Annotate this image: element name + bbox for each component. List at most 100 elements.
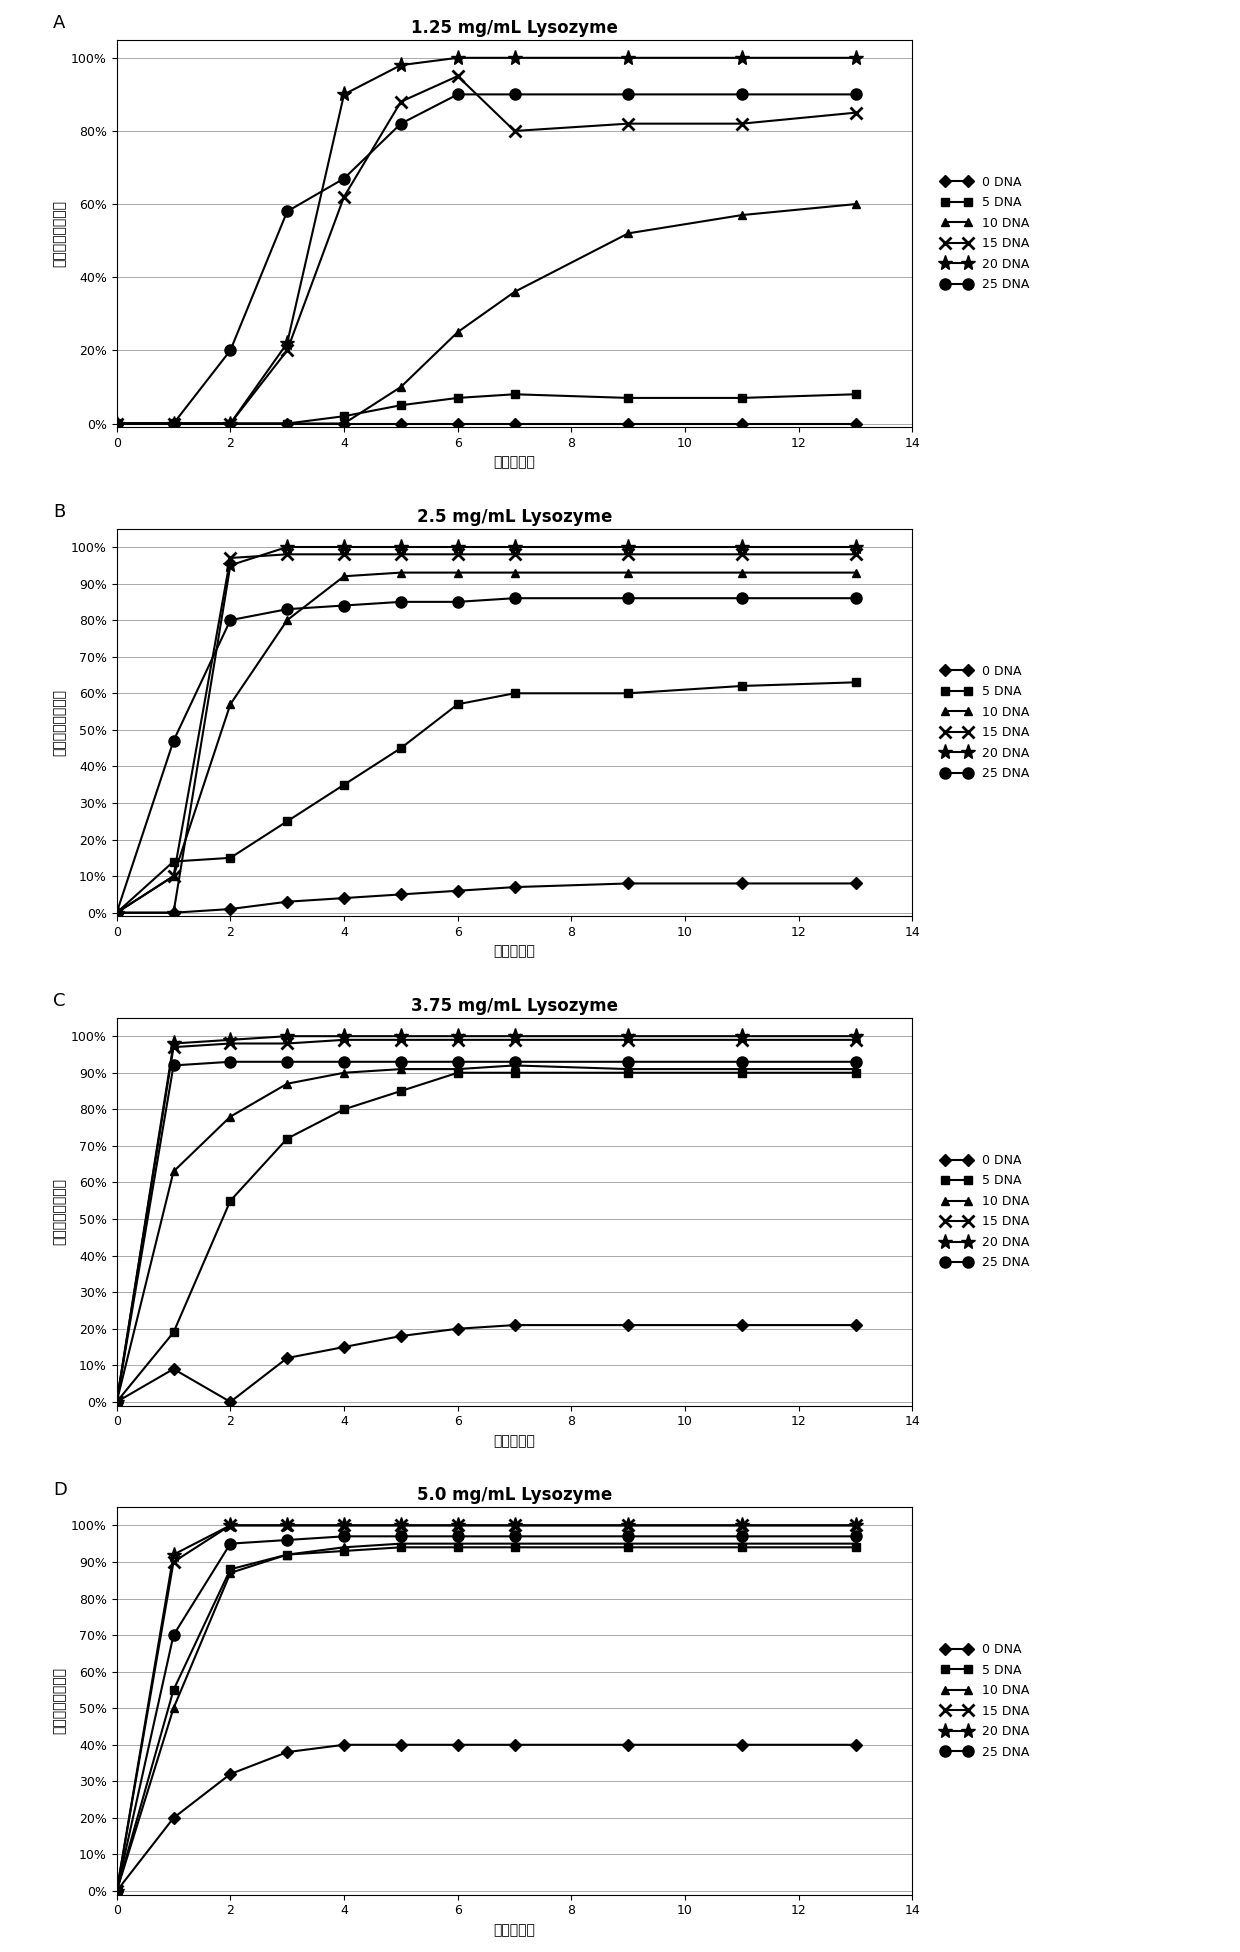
15 DNA xyxy=(223,1033,238,1056)
5 DNA xyxy=(336,773,351,796)
25 DNA xyxy=(621,1525,636,1548)
0 DNA xyxy=(336,1335,351,1359)
5 DNA xyxy=(734,386,749,410)
5 DNA xyxy=(109,1390,124,1413)
Line: 15 DNA: 15 DNA xyxy=(110,70,862,429)
20 DNA xyxy=(848,1025,863,1048)
20 DNA xyxy=(507,1513,522,1536)
20 DNA xyxy=(223,1029,238,1052)
10 DNA xyxy=(507,560,522,584)
25 DNA xyxy=(507,586,522,609)
10 DNA xyxy=(336,1062,351,1085)
0 DNA xyxy=(393,1323,408,1347)
5 DNA xyxy=(621,1536,636,1560)
0 DNA xyxy=(393,1733,408,1757)
25 DNA xyxy=(166,1624,181,1647)
15 DNA xyxy=(393,1513,408,1536)
X-axis label: 时间（天）: 时间（天） xyxy=(494,945,536,958)
10 DNA xyxy=(280,1542,295,1566)
Line: 0 DNA: 0 DNA xyxy=(113,1741,859,1895)
25 DNA xyxy=(223,609,238,632)
20 DNA xyxy=(848,535,863,558)
20 DNA xyxy=(507,47,522,70)
5 DNA xyxy=(109,902,124,925)
25 DNA xyxy=(109,1390,124,1413)
20 DNA xyxy=(734,535,749,558)
10 DNA xyxy=(280,1072,295,1095)
5 DNA xyxy=(336,1097,351,1120)
5 DNA xyxy=(280,810,295,834)
X-axis label: 时间（天）: 时间（天） xyxy=(494,1435,536,1448)
20 DNA xyxy=(393,53,408,76)
15 DNA xyxy=(280,543,295,566)
25 DNA xyxy=(223,1050,238,1074)
5 DNA xyxy=(166,849,181,873)
0 DNA xyxy=(109,412,124,435)
25 DNA xyxy=(223,338,238,361)
0 DNA xyxy=(621,412,636,435)
25 DNA xyxy=(280,1528,295,1552)
5 DNA xyxy=(223,1189,238,1212)
25 DNA xyxy=(223,1532,238,1556)
5 DNA xyxy=(734,673,749,697)
25 DNA xyxy=(336,593,351,617)
10 DNA xyxy=(450,1058,465,1081)
20 DNA xyxy=(109,1880,124,1903)
15 DNA xyxy=(621,1513,636,1536)
15 DNA xyxy=(109,1880,124,1903)
10 DNA xyxy=(223,1105,238,1128)
10 DNA xyxy=(450,560,465,584)
25 DNA xyxy=(450,590,465,613)
5 DNA xyxy=(507,681,522,705)
10 DNA xyxy=(450,320,465,344)
25 DNA xyxy=(393,1050,408,1074)
0 DNA xyxy=(507,1314,522,1337)
15 DNA xyxy=(621,111,636,135)
5 DNA xyxy=(450,1536,465,1560)
20 DNA xyxy=(507,535,522,558)
Line: 10 DNA: 10 DNA xyxy=(113,568,859,917)
20 DNA xyxy=(223,412,238,435)
20 DNA xyxy=(280,535,295,558)
0 DNA xyxy=(109,1880,124,1903)
5 DNA xyxy=(621,1062,636,1085)
0 DNA xyxy=(280,1741,295,1765)
15 DNA xyxy=(280,338,295,361)
0 DNA xyxy=(734,873,749,896)
5 DNA xyxy=(280,1542,295,1566)
10 DNA xyxy=(166,412,181,435)
Text: A: A xyxy=(53,14,66,31)
25 DNA xyxy=(109,1880,124,1903)
5 DNA xyxy=(393,394,408,418)
25 DNA xyxy=(109,412,124,435)
Line: 10 DNA: 10 DNA xyxy=(113,199,859,427)
5 DNA xyxy=(109,412,124,435)
15 DNA xyxy=(848,1029,863,1052)
20 DNA xyxy=(450,47,465,70)
10 DNA xyxy=(336,412,351,435)
0 DNA xyxy=(223,898,238,921)
Line: 10 DNA: 10 DNA xyxy=(113,1540,859,1895)
Line: 20 DNA: 20 DNA xyxy=(109,539,863,919)
15 DNA xyxy=(109,1390,124,1413)
5 DNA xyxy=(848,383,863,406)
15 DNA xyxy=(223,547,238,570)
15 DNA xyxy=(336,185,351,209)
5 DNA xyxy=(848,671,863,695)
10 DNA xyxy=(621,1532,636,1556)
X-axis label: 时间（天）: 时间（天） xyxy=(494,1923,536,1936)
0 DNA xyxy=(621,1733,636,1757)
25 DNA xyxy=(166,730,181,753)
20 DNA xyxy=(621,47,636,70)
15 DNA xyxy=(621,1029,636,1052)
10 DNA xyxy=(223,693,238,716)
10 DNA xyxy=(848,1058,863,1081)
Line: 0 DNA: 0 DNA xyxy=(113,1322,859,1405)
0 DNA xyxy=(848,412,863,435)
20 DNA xyxy=(280,1025,295,1048)
5 DNA xyxy=(734,1536,749,1560)
Line: 5 DNA: 5 DNA xyxy=(113,1544,859,1895)
20 DNA xyxy=(336,1513,351,1536)
Title: 3.75 mg/mL Lysozyme: 3.75 mg/mL Lysozyme xyxy=(410,997,618,1015)
5 DNA xyxy=(223,412,238,435)
